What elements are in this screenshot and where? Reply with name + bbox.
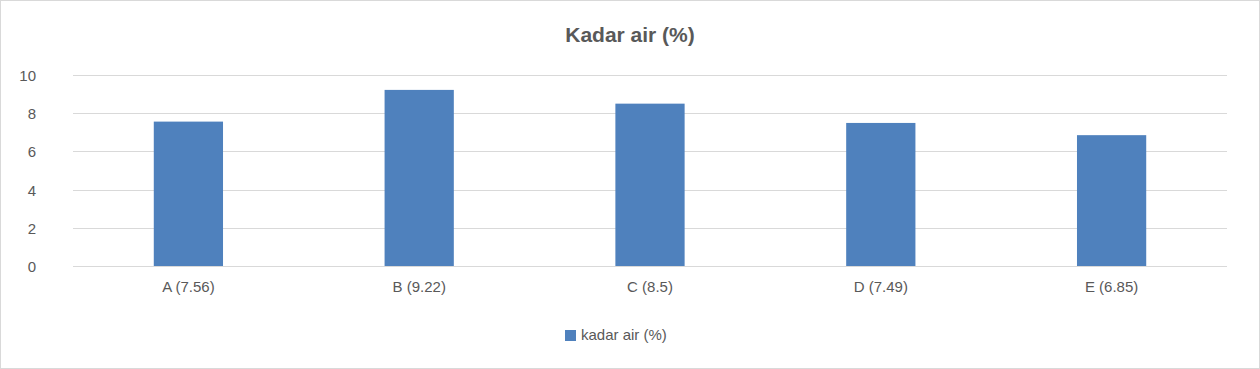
bar bbox=[385, 90, 454, 266]
y-tick-label: 10 bbox=[19, 67, 36, 84]
grid bbox=[73, 76, 1227, 267]
y-tick-label: 8 bbox=[28, 105, 36, 122]
chart-svg: Kadar air (%) 0 2 4 6 8 10 A (7.56) B (9.22) C (8… bbox=[0, 0, 1260, 369]
x-tick-label: D (7.49) bbox=[854, 278, 908, 295]
bars bbox=[154, 90, 1146, 266]
legend: kadar air (%) bbox=[565, 326, 667, 343]
bar bbox=[1077, 135, 1146, 266]
chart-root: Kadar air (%) 0 2 4 6 8 10 A (7.56) B (9.22) C (8… bbox=[0, 0, 1260, 369]
y-tick-label: 2 bbox=[28, 220, 36, 237]
grid-line bbox=[73, 75, 1227, 76]
chart-title: Kadar air (%) bbox=[565, 23, 695, 46]
y-tick-label: 6 bbox=[28, 143, 36, 160]
x-tick-label: C (8.5) bbox=[627, 278, 673, 295]
y-tick-label: 0 bbox=[28, 258, 36, 275]
chart-frame bbox=[1, 1, 1260, 369]
bar bbox=[615, 104, 684, 266]
bar bbox=[846, 123, 915, 266]
bar bbox=[154, 122, 223, 266]
x-tick-label: B (9.22) bbox=[393, 278, 446, 295]
grid-line bbox=[73, 266, 1227, 267]
y-tick-label: 4 bbox=[28, 182, 36, 199]
x-tick-label: A (7.56) bbox=[162, 278, 215, 295]
x-tick-label: E (6.85) bbox=[1085, 278, 1138, 295]
legend-swatch bbox=[565, 330, 576, 341]
legend-label: kadar air (%) bbox=[581, 326, 667, 343]
